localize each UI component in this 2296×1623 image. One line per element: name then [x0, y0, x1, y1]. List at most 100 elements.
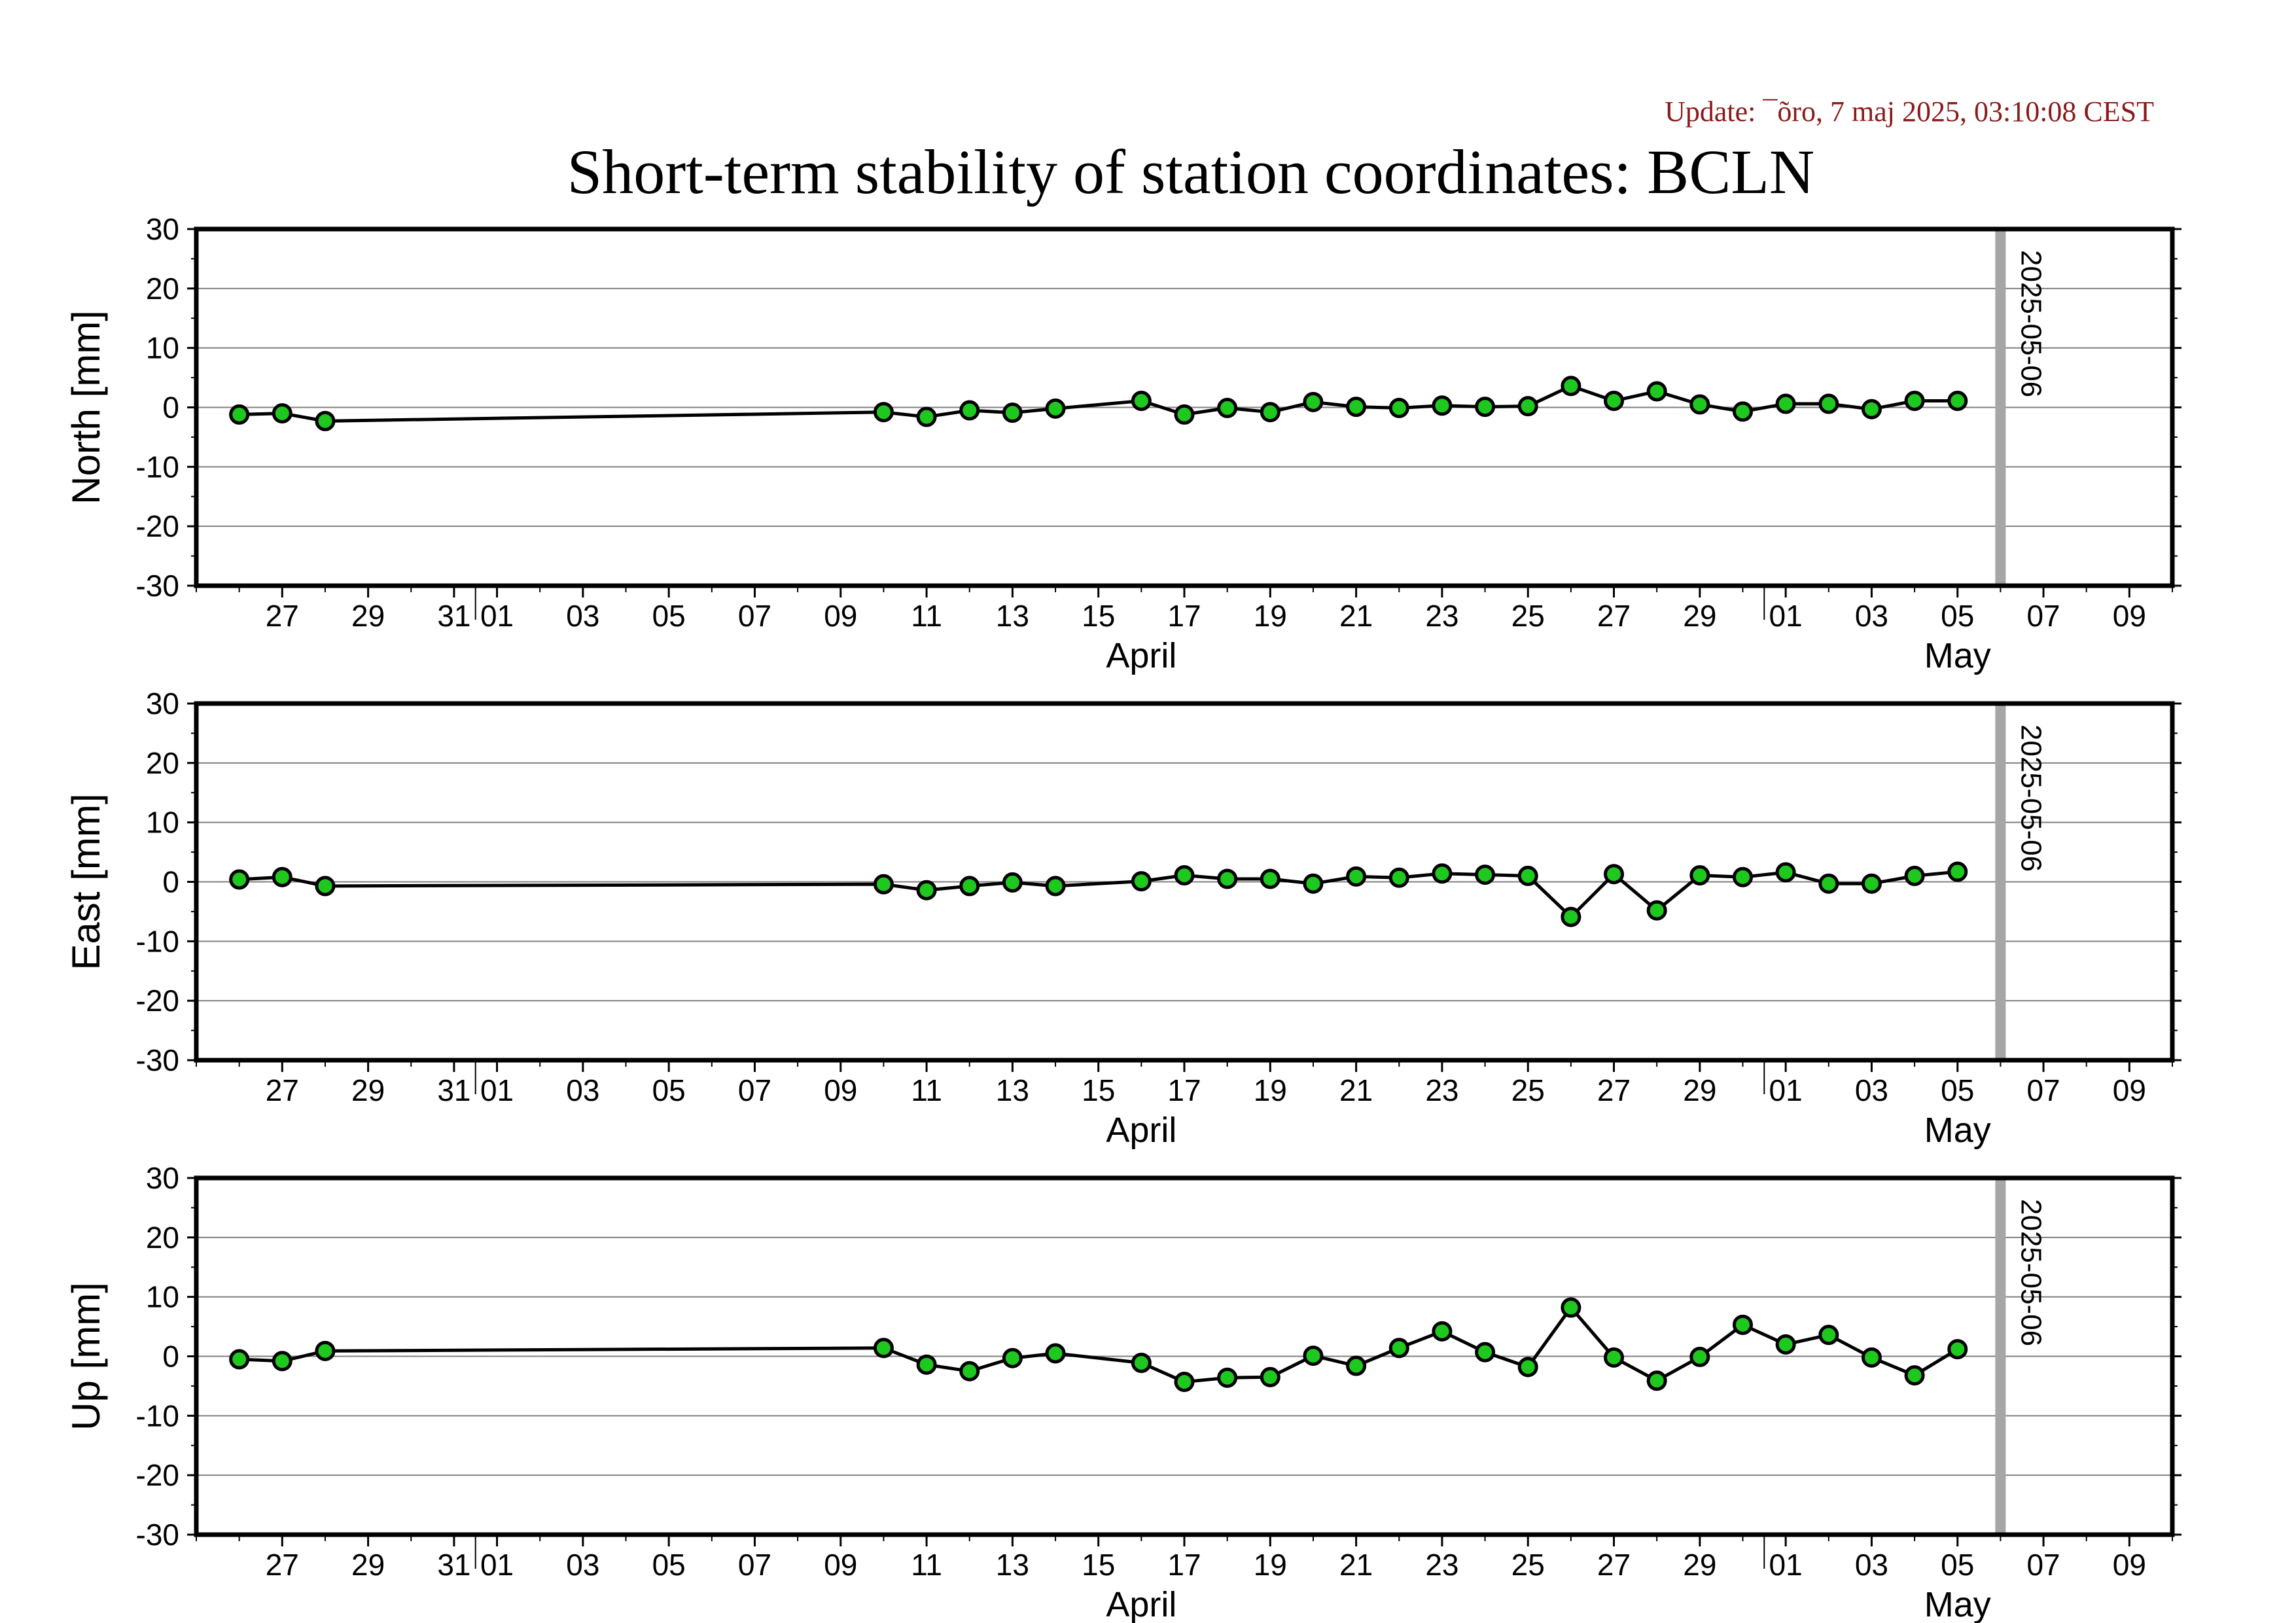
- x-tick-label: 05: [1941, 1548, 1974, 1582]
- data-point: [1131, 1352, 1152, 1373]
- data-point: [959, 400, 980, 421]
- month-label: April: [1106, 636, 1176, 675]
- x-tick-label: 11: [911, 1073, 942, 1107]
- data-point: [1775, 1334, 1796, 1355]
- x-tick-label: 17: [1167, 1548, 1201, 1582]
- data-point: [1689, 394, 1710, 415]
- y-axis-label: Up [mm]: [64, 1282, 108, 1431]
- x-tick-label: 15: [1082, 599, 1115, 633]
- data-point: [1947, 1339, 1968, 1360]
- x-tick-label: 27: [266, 1073, 299, 1107]
- x-tick-label: 19: [1254, 1548, 1287, 1582]
- panel-1: 30 20 10 0 -10 -20 -30 27 29 31 01 03 05 07 09 11 13 15 17…: [64, 687, 2181, 1150]
- month-label: May: [1924, 1111, 1991, 1150]
- data-point: [1517, 396, 1538, 417]
- y-tick-label: -10: [136, 450, 179, 484]
- y-tick-label: -10: [136, 1399, 179, 1433]
- data-point: [1045, 1343, 1066, 1364]
- data-point: [1217, 868, 1238, 889]
- series-line: [239, 870, 1958, 919]
- y-tick-label: -10: [136, 924, 179, 958]
- x-tick-label: 31: [437, 599, 470, 633]
- x-tick-label: 29: [351, 1548, 385, 1582]
- x-tick-label: 27: [266, 1548, 299, 1582]
- data-point: [315, 876, 336, 897]
- x-tick-label: 21: [1339, 1548, 1373, 1582]
- data-point: [1002, 1347, 1023, 1368]
- data-point: [1689, 1346, 1710, 1367]
- x-tick-label: 01: [1769, 1073, 1803, 1107]
- x-tick-label: 29: [1683, 1073, 1716, 1107]
- panel-2: 30 20 10 0 -10 -20 -30 27 29 31 01 03 05 07 09 11 13 15 17…: [64, 1161, 2181, 1623]
- x-tick-label: 31: [437, 1073, 470, 1107]
- data-point: [1475, 865, 1496, 885]
- month-label: May: [1924, 1585, 1991, 1623]
- data-point: [916, 1354, 937, 1375]
- x-tick-label: 09: [2113, 1548, 2146, 1582]
- y-tick-label: 0: [162, 865, 179, 899]
- y-tick-label: -20: [136, 509, 179, 543]
- x-tick-label: 01: [480, 1548, 514, 1582]
- plot-frame: [194, 226, 2175, 588]
- y-tick-label: 10: [146, 331, 179, 365]
- data-point: [1260, 868, 1280, 889]
- x-tick-label: 09: [824, 1073, 857, 1107]
- x-tick-label: 29: [1683, 1548, 1716, 1582]
- x-tick-label: 13: [996, 599, 1029, 633]
- data-point: [1517, 1357, 1538, 1378]
- x-tick-label: 05: [1941, 1073, 1974, 1107]
- x-tick-label: 03: [1855, 1548, 1888, 1582]
- x-tick-label: 01: [1769, 599, 1803, 633]
- y-tick-label: 20: [146, 746, 179, 780]
- x-tick-label: 05: [652, 1548, 686, 1582]
- x-tick-label: 23: [1425, 599, 1458, 633]
- date-marker-label: 2025-05-06: [2015, 1199, 2047, 1346]
- x-tick-label: 05: [652, 599, 686, 633]
- x-tick-label: 05: [1941, 599, 1974, 633]
- data-point: [959, 1361, 980, 1382]
- data-point: [959, 876, 980, 897]
- x-tick-label: 07: [738, 599, 771, 633]
- data-point: [272, 866, 292, 887]
- data-point: [1561, 906, 1581, 927]
- data-point: [1388, 1338, 1409, 1359]
- data-point: [1818, 393, 1839, 414]
- series-line: [239, 1306, 1959, 1384]
- data-point: [1689, 865, 1710, 886]
- data-point: [229, 1349, 250, 1370]
- plot-frame: [194, 1175, 2175, 1537]
- data-point: [1174, 865, 1195, 886]
- data-point: [1475, 397, 1496, 418]
- data-point: [1131, 871, 1152, 892]
- y-tick-label: 20: [146, 272, 179, 306]
- data-point: [1432, 1321, 1453, 1342]
- data-point: [229, 869, 250, 890]
- x-tick-label: 29: [351, 599, 385, 633]
- data-point: [1947, 861, 1968, 882]
- x-tick-label: 09: [824, 599, 857, 633]
- data-point: [1561, 376, 1581, 397]
- x-tick-label: 07: [738, 1548, 771, 1582]
- x-tick-label: 21: [1339, 1073, 1373, 1107]
- data-point: [1432, 395, 1453, 416]
- y-tick-label: 0: [162, 1340, 179, 1374]
- update-timestamp: Update: ¯õro, 7 maj 2025, 03:10:08 CEST: [1665, 96, 2154, 128]
- x-tick-label: 07: [2026, 1548, 2060, 1582]
- x-tick-label: 11: [911, 1548, 942, 1582]
- data-point: [1346, 1355, 1367, 1376]
- data-point: [1861, 399, 1882, 419]
- x-tick-label: 03: [566, 1073, 599, 1107]
- data-point: [873, 1338, 894, 1359]
- data-point: [1904, 391, 1925, 412]
- x-tick-label: 13: [996, 1548, 1029, 1582]
- data-point: [1646, 900, 1667, 921]
- x-tick-label: 13: [996, 1073, 1029, 1107]
- data-point: [1732, 866, 1753, 887]
- date-marker-label: 2025-05-06: [2015, 250, 2047, 397]
- data-point: [1303, 1346, 1324, 1366]
- panel-0: 30 20 10 0 -10 -20 -30 27 29 31 01 03 05 07 09 11 13 15 17…: [64, 212, 2181, 675]
- x-tick-label: 01: [1769, 1548, 1803, 1582]
- y-tick-label: 0: [162, 391, 179, 425]
- x-tick-label: 15: [1082, 1548, 1115, 1582]
